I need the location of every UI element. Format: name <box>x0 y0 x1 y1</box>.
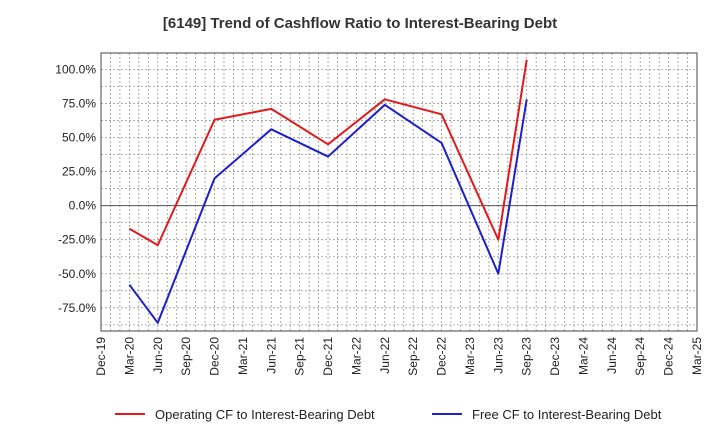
x-tick-label: Dec-23 <box>548 337 562 376</box>
legend-label: Operating CF to Interest-Bearing Debt <box>155 407 375 422</box>
x-tick-label: Mar-25 <box>690 337 704 375</box>
grid <box>100 53 698 331</box>
x-tick-label: Mar-22 <box>349 337 363 375</box>
x-tick-label: Sep-24 <box>633 337 647 376</box>
legend-label: Free CF to Interest-Bearing Debt <box>472 407 662 422</box>
x-tick-label: Sep-22 <box>406 337 420 376</box>
x-tick-label: Jun-21 <box>264 337 278 374</box>
x-tick-label: Mar-20 <box>122 337 136 375</box>
series-lines <box>128 59 528 324</box>
plot-area-border <box>100 52 698 332</box>
x-tick-label: Sep-21 <box>293 337 307 376</box>
y-tick-label: 100.0% <box>55 62 96 76</box>
x-tick-label: Jun-24 <box>605 337 619 374</box>
x-tick-label: Sep-23 <box>520 337 534 376</box>
x-tick-label: Dec-21 <box>321 337 335 376</box>
x-tick-label: Jun-22 <box>378 337 392 374</box>
y-tick-label: 75.0% <box>62 96 96 110</box>
y-tick-label: -25.0% <box>58 233 96 247</box>
x-tick-label: Sep-20 <box>179 337 193 376</box>
x-tick-label: Jun-23 <box>491 337 505 374</box>
y-tick-label: -75.0% <box>58 301 96 315</box>
y-tick-label: 0.0% <box>69 199 97 213</box>
legend: Operating CF to Interest-Bearing Debt Fre… <box>115 407 662 422</box>
y-tick-label: 50.0% <box>62 130 96 144</box>
x-tick-label: Mar-24 <box>576 337 590 375</box>
y-tick-label: 25.0% <box>62 165 96 179</box>
y-tick-label: -50.0% <box>58 267 96 281</box>
x-tick-label: Dec-19 <box>94 337 108 376</box>
x-tick-label: Mar-23 <box>463 337 477 375</box>
x-tick-label: Dec-24 <box>662 337 676 376</box>
y-axis-ticks: 100.0% 75.0% 50.0% 25.0% 0.0% -25.0% -50.0% -75… <box>55 62 96 314</box>
x-tick-label: Dec-20 <box>208 337 222 376</box>
x-axis-ticks: Dec-19 Mar-20 Jun-20 Sep-20 Dec-20 Mar-21 Jun-… <box>94 337 704 376</box>
x-tick-label: Jun-20 <box>151 337 165 374</box>
x-tick-label: Dec-22 <box>435 337 449 376</box>
chart-title: [6149] Trend of Cashflow Ratio to Intere… <box>163 15 557 32</box>
x-tick-label: Mar-21 <box>236 337 250 375</box>
